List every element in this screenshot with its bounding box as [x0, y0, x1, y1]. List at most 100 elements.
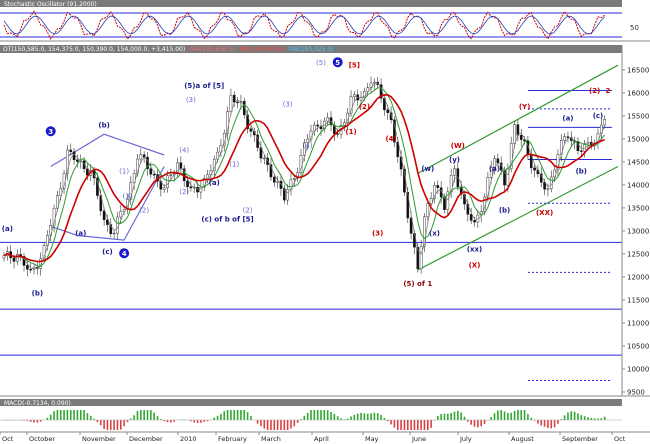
candle-body — [519, 135, 523, 140]
wave-label: (5) — [316, 59, 326, 67]
x-tick-label: May — [365, 435, 379, 443]
macd-bar — [96, 420, 99, 423]
macd-bar — [483, 420, 486, 424]
macd-bar — [266, 420, 269, 430]
macd-bar — [220, 413, 222, 420]
macd-bar — [473, 420, 476, 427]
y-tick-label: 14000 — [627, 181, 649, 189]
macd-bar — [63, 410, 65, 420]
candle-body — [603, 119, 606, 126]
wave-label: (2) — [139, 206, 149, 214]
wave-label: (3) — [372, 230, 383, 238]
candle-body — [343, 122, 346, 126]
macd-bar — [437, 416, 439, 420]
candle-body — [179, 162, 183, 169]
candle-body — [319, 125, 323, 130]
candle-body — [433, 185, 436, 199]
macd-bar — [46, 417, 49, 420]
wave-label: (Y) — [519, 103, 530, 111]
macd-header — [0, 399, 622, 406]
candle-body — [189, 186, 193, 189]
macd-bar — [200, 420, 202, 423]
wave-label: (X) — [469, 262, 481, 270]
trendline-channel-lower — [417, 165, 619, 271]
macd-bar — [109, 420, 112, 430]
macd-bar — [33, 420, 35, 423]
y-tick-label: 12500 — [627, 250, 649, 258]
macd-bar — [293, 420, 296, 427]
macd-bar — [283, 420, 286, 430]
x-tick-label: July — [459, 435, 472, 443]
wave-label: (3) — [186, 96, 196, 104]
y-tick-label: 14500 — [627, 158, 649, 166]
macd-bar — [306, 412, 309, 420]
macd-bar — [577, 413, 579, 420]
macd-bar — [503, 411, 506, 420]
macd-bar — [286, 420, 289, 430]
wave-label: (1) — [345, 128, 356, 136]
macd-bar — [83, 410, 85, 420]
macd-bar — [517, 410, 519, 420]
macd-bar — [567, 412, 569, 420]
candle-body — [293, 178, 296, 180]
macd-bar — [233, 410, 236, 420]
trendline-channel-upper — [417, 64, 619, 174]
price-legend: OT(150,585.0, 154,375.0, 150,390.0, 154,… — [3, 46, 333, 53]
candle-body — [533, 167, 536, 171]
candle-body — [366, 87, 370, 92]
macd-bar — [457, 410, 459, 420]
x-tick-label: December — [129, 435, 163, 443]
macd-bar — [36, 420, 39, 423]
candle-body — [303, 142, 306, 156]
candle-body — [39, 258, 43, 269]
macd-bar — [573, 411, 576, 420]
macd-bar — [76, 410, 79, 420]
candle-body — [149, 168, 153, 175]
macd-bar — [170, 420, 172, 423]
macd-bar — [193, 420, 196, 423]
macd-bar — [26, 420, 29, 421]
trendline-triangle-bottom — [50, 166, 165, 241]
candle-body — [566, 136, 570, 138]
candle-body — [56, 195, 59, 209]
macd-bar — [460, 412, 462, 420]
macd-bar — [420, 420, 422, 430]
macd-bar — [116, 420, 119, 430]
candle-body — [166, 175, 169, 189]
x-tick-label: September — [562, 435, 598, 443]
macd-bar — [313, 410, 316, 420]
y-tick-label: 15500 — [627, 112, 649, 120]
macd-bar — [216, 415, 219, 420]
candle-body — [26, 265, 29, 270]
wave-label: (4) — [303, 142, 313, 150]
macd-bar — [467, 420, 469, 422]
macd-bar — [56, 410, 59, 420]
macd-bar — [590, 417, 593, 420]
candle-body — [119, 211, 123, 218]
macd-bar — [183, 419, 185, 420]
candle-body — [112, 232, 116, 235]
macd-bar — [150, 410, 152, 420]
macd-bar — [597, 418, 599, 420]
macd-bar — [156, 416, 159, 420]
wave-label: (a) — [489, 165, 500, 173]
macd-bar — [547, 420, 549, 428]
macd-bar — [243, 410, 246, 420]
oscillator-header — [0, 0, 622, 7]
macd-bar — [600, 418, 603, 420]
wave-label: (XX) — [536, 209, 553, 217]
macd-legend: MACD(-0.7134, 0.090) — [4, 400, 71, 407]
macd-bar — [203, 420, 206, 422]
candle-body — [72, 151, 76, 161]
macd-bar — [356, 413, 359, 420]
wave-label: (2) — [589, 87, 600, 95]
candle-body — [316, 124, 319, 127]
macd-bar — [236, 410, 239, 420]
legend-ma-3: MA(150,025.0) — [289, 46, 334, 53]
wave-label: (c) of b of [5] — [201, 216, 253, 224]
candle-body — [389, 112, 393, 120]
macd-bar — [396, 420, 399, 430]
candle-body — [453, 168, 456, 176]
macd-bar — [146, 410, 149, 420]
macd-bar — [360, 412, 362, 420]
